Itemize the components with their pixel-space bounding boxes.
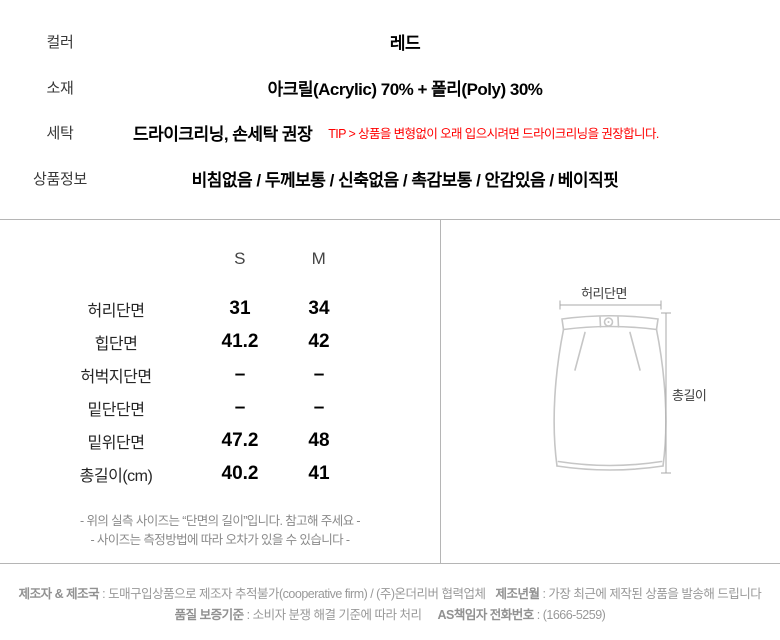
size-value-s: 31	[229, 297, 251, 319]
footer-line-1: 제조자 & 제조국 : 도매구입상품으로 제조자 추적불가(cooperativ…	[0, 584, 780, 605]
size-value-m: 41	[308, 462, 330, 484]
footer-key-manufacture-date: 제조년월	[495, 587, 541, 601]
size-notes: - 위의 실측 사이즈는 “단면의 길이”입니다. 참고해 주세요 - - 사이…	[0, 512, 440, 550]
skirt-diagram-icon	[553, 300, 671, 474]
footer-key-manufacturer: 제조자 & 제조국	[18, 587, 100, 601]
spec-value-product-info: 비침없음 / 두께보통 / 신축없음 / 촉감보통 / 안감있음 / 베이직핏	[191, 170, 619, 190]
spec-value-color: 레드	[389, 34, 421, 54]
size-row-label: 허벅지단면	[80, 368, 152, 386]
footer-line-2: 품질 보증기준 : 소비자 분쟁 해결 기준에 따라 처리 AS책임자 전화번호 …	[0, 605, 780, 626]
size-row-label: 밑위단면	[87, 434, 145, 452]
spec-row-washing: 세탁 드라이크리닝, 손세탁 권장 TIP > 상품을 변형없이 오래 입으시려…	[0, 110, 780, 156]
footer-key-warranty: 품질 보증기준	[174, 608, 244, 622]
spec-label-washing: 세탁	[46, 125, 74, 143]
size-value-s: 47.2	[221, 429, 259, 451]
size-row-label: 힙단면	[94, 335, 138, 353]
size-value-m: 48	[308, 429, 330, 451]
size-col-header-m: M	[311, 249, 327, 268]
diagram-length-label: 총길이	[672, 388, 707, 403]
spec-row-color: 컬러 레드	[0, 19, 780, 65]
footer-text-manufacturer: : 도매구입상품으로 제조자 추적불가(cooperative firm) / …	[99, 587, 486, 601]
footer-text-warranty: : 소비자 분쟁 해결 기준에 따라 처리	[243, 608, 422, 622]
size-value-s: –	[234, 363, 246, 385]
diagram-waist-label: 허리단면	[581, 286, 627, 301]
size-row-label: 허리단면	[87, 302, 145, 320]
measurement-diagram-panel: 허리단면 총길이	[441, 220, 780, 563]
manufacturer-info-footer: 제조자 & 제조국 : 도매구입상품으로 제조자 추적불가(cooperativ…	[0, 564, 780, 640]
size-value-s: 40.2	[221, 462, 259, 484]
spec-value-washing: 드라이크리닝, 손세탁 권장	[133, 125, 313, 145]
size-note-line: - 사이즈는 측정방법에 따라 오차가 있을 수 있습니다 -	[90, 533, 350, 547]
size-value-m: –	[313, 363, 325, 385]
size-row-label: 총길이(cm)	[79, 467, 153, 485]
size-note-line: - 위의 실측 사이즈는 “단면의 길이”입니다. 참고해 주세요 -	[80, 514, 361, 528]
spec-label-material: 소재	[46, 79, 74, 97]
spec-label-product-info: 상품정보	[32, 170, 87, 188]
size-value-m: 42	[308, 330, 330, 352]
spec-label-color: 컬러	[46, 34, 74, 52]
size-section: S M 허리단면 31 34 힙단면 41.2 42 허벅지단면 – – 밑단단…	[0, 219, 780, 564]
size-value-m: 34	[308, 297, 330, 319]
size-value-m: –	[313, 396, 325, 418]
size-value-s: –	[234, 396, 246, 418]
size-value-s: 41.2	[221, 330, 259, 352]
footer-key-as-phone: AS책임자 전화번호	[437, 608, 534, 622]
size-table: S M 허리단면 31 34 힙단면 41.2 42 허벅지단면 – – 밑단단…	[0, 240, 440, 490]
footer-text-as-phone: : (1666-5259)	[533, 608, 606, 622]
spec-value-material: 아크릴(Acrylic) 70% + 폴리(Poly) 30%	[267, 79, 543, 99]
product-spec-section: 컬러 레드 소재 아크릴(Acrylic) 70% + 폴리(Poly) 30%…	[0, 0, 780, 219]
size-col-header-s: S	[234, 249, 246, 268]
spec-row-material: 소재 아크릴(Acrylic) 70% + 폴리(Poly) 30%	[0, 65, 780, 111]
washing-tip-text: TIP > 상품을 변형없이 오래 입으시려면 드라이크리닝을 권장합니다.	[328, 127, 659, 142]
spec-row-product-info: 상품정보 비침없음 / 두께보통 / 신축없음 / 촉감보통 / 안감있음 / …	[0, 156, 780, 202]
size-table-panel: S M 허리단면 31 34 힙단면 41.2 42 허벅지단면 – – 밑단단…	[0, 220, 441, 563]
size-row-label: 밑단단면	[87, 401, 145, 419]
footer-text-manufacture-date: : 가장 최근에 제작된 상품을 발송해 드립니다	[539, 587, 762, 601]
